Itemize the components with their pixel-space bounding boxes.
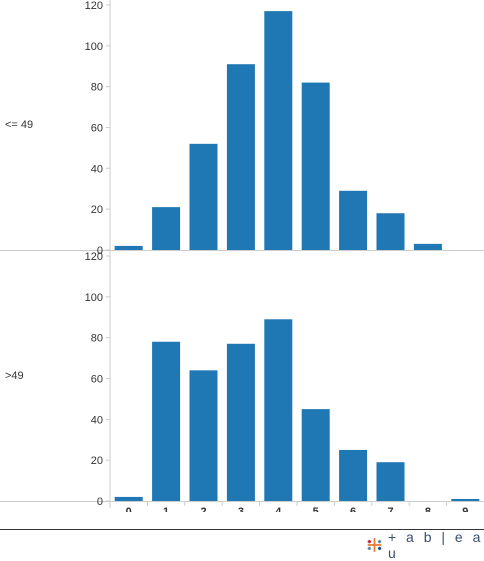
panel-1-ytick-label: 40 xyxy=(91,414,103,426)
panel-1-bar-3 xyxy=(226,343,255,501)
panel-1-bar-4 xyxy=(264,319,293,501)
panel-1-bar-2 xyxy=(189,370,218,501)
panel-0-bar-1 xyxy=(152,207,181,250)
panel-0-bar-8 xyxy=(413,243,442,250)
panel-0-ytick-label: 80 xyxy=(91,82,103,94)
panel-1-ytick-label: 80 xyxy=(91,333,103,345)
panel-1-ytick-label: 120 xyxy=(85,251,103,263)
panel-0-bar-2 xyxy=(189,143,218,250)
panel-0-bar-3 xyxy=(226,64,255,250)
x-tick-label-8: 8 xyxy=(425,506,431,512)
panel-0-ytick-label: 20 xyxy=(91,204,103,216)
panel-1-bar-5 xyxy=(301,409,330,501)
panel-1-ytick-label: 0 xyxy=(97,496,103,508)
x-tick-label-4: 4 xyxy=(275,506,282,512)
tableau-wordmark: + a b | e a u xyxy=(387,529,484,561)
panel-0-bar-0 xyxy=(114,245,143,250)
panel-1-ytick-label: 20 xyxy=(91,455,103,467)
x-tick-label-9: 9 xyxy=(462,506,468,512)
panel-0-ytick-label: 40 xyxy=(91,163,103,175)
panel-1-bar-7 xyxy=(376,462,405,501)
x-tick-label-1: 1 xyxy=(163,506,169,512)
panel-0-ytick-label: 0 xyxy=(97,245,103,257)
panel-0-ytick-label: 120 xyxy=(85,0,103,12)
panel-1-bar-0 xyxy=(114,496,143,501)
panel-0-ytick-label: 60 xyxy=(91,123,103,135)
tableau-logo-icon xyxy=(367,538,382,552)
x-tick-label-3: 3 xyxy=(238,506,244,512)
panel-0-bar-5 xyxy=(301,82,330,250)
panel-0-bar-6 xyxy=(339,190,368,250)
x-tick-label-2: 2 xyxy=(200,506,206,512)
x-tick-label-7: 7 xyxy=(387,506,393,512)
panel-0-bar-7 xyxy=(376,213,405,250)
x-tick-label-5: 5 xyxy=(313,506,319,512)
panel-0-ytick-label: 100 xyxy=(85,41,103,53)
panel-1-ytick-label: 60 xyxy=(91,374,103,386)
row-label-gt-49: >49 xyxy=(5,370,24,382)
panel-1-bar-9 xyxy=(451,498,480,501)
panel-1-bar-1 xyxy=(152,341,181,501)
panel-0-bar-4 xyxy=(264,11,293,250)
x-tick-label-0: 0 xyxy=(126,506,132,512)
panel-1-ytick-label: 100 xyxy=(85,292,103,304)
row-label-le-49: <= 49 xyxy=(5,119,34,131)
footer-divider xyxy=(0,529,484,530)
x-tick-label-6: 6 xyxy=(350,506,356,512)
tableau-logo: + a b | e a u xyxy=(366,529,484,561)
panel-1-bar-6 xyxy=(339,449,368,501)
